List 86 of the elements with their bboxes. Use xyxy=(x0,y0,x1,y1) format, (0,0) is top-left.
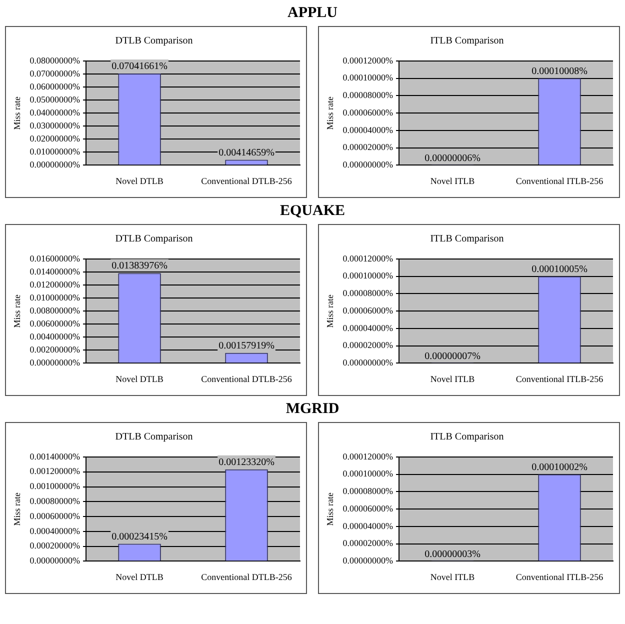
y-tick-label: 0.00006000% xyxy=(342,503,394,514)
y-tick-label: 0.00002000% xyxy=(342,538,394,548)
data-label: 0.00000007% xyxy=(424,350,480,362)
y-axis-title: Miss rate xyxy=(324,492,335,526)
text: EQUAKE xyxy=(278,202,346,221)
y-tick-label: 0.00000000% xyxy=(342,556,394,566)
chart-title: DTLB Comparison xyxy=(115,234,193,245)
x-tick-label: Conventional ITLB-256 xyxy=(516,572,604,582)
y-tick-label: 0.00012000% xyxy=(342,253,394,264)
x-tick-label: Conventional ITLB-256 xyxy=(516,374,604,384)
data-label: 0.00123320% xyxy=(218,457,274,468)
y-tick-label: 0.00012000% xyxy=(342,55,394,66)
x-tick-label: Conventional DTLB-256 xyxy=(201,374,292,384)
y-tick-label: 0.01600000% xyxy=(30,253,81,264)
data-label: 0.00414659% xyxy=(218,147,274,158)
data-label: 0.00000006% xyxy=(424,152,480,164)
y-tick-label: 0.00400000% xyxy=(30,332,81,342)
y-tick-label: 0.00002000% xyxy=(342,340,394,350)
y-tick-label: 0.00000000% xyxy=(342,160,394,170)
y-axis-title: Miss rate xyxy=(324,96,335,130)
y-tick-label: 0.00020000% xyxy=(30,540,81,551)
data-label: 0.00010008% xyxy=(532,66,588,77)
x-tick-label: Novel DTLB xyxy=(116,374,164,384)
y-axis-title: Miss rate xyxy=(12,492,22,526)
chart-title: ITLB Comparison xyxy=(430,234,504,245)
y-tick-label: 0.00008000% xyxy=(342,90,394,100)
y-tick-label: 0.00012000% xyxy=(342,451,394,462)
text: MGRID xyxy=(284,400,340,419)
y-tick-label: 0.00200000% xyxy=(30,344,81,355)
y-tick-label: 0.00000000% xyxy=(30,556,81,566)
x-tick-label: Novel DTLB xyxy=(116,572,164,582)
y-tick-label: 0.00100000% xyxy=(30,481,81,492)
y-tick-label: 0.00120000% xyxy=(30,466,81,476)
y-tick-label: 0.00000000% xyxy=(30,160,81,170)
y-tick-label: 0.00060000% xyxy=(30,510,81,521)
y-tick-label: 0.01000000% xyxy=(30,146,81,157)
y-tick-label: 0.00002000% xyxy=(342,142,394,152)
y-tick-label: 0.00006000% xyxy=(342,305,394,316)
y-tick-label: 0.06000000% xyxy=(30,81,81,92)
x-tick-label: Novel DTLB xyxy=(116,176,164,186)
y-tick-label: 0.00000000% xyxy=(30,358,81,368)
text: APPLU xyxy=(286,4,338,23)
y-tick-label: 0.00010000% xyxy=(342,468,394,479)
y-tick-label: 0.00040000% xyxy=(30,526,81,536)
chart-title: ITLB Comparison xyxy=(430,432,504,443)
y-tick-label: 0.01400000% xyxy=(30,266,81,276)
y-tick-label: 0.00600000% xyxy=(30,318,81,328)
data-label: 0.00023415% xyxy=(112,531,168,542)
x-tick-label: Conventional ITLB-256 xyxy=(516,176,604,186)
y-tick-label: 0.00008000% xyxy=(342,486,394,496)
data-label: 0.00010005% xyxy=(532,264,588,275)
x-tick-label: Conventional DTLB-256 xyxy=(201,176,292,186)
y-tick-label: 0.00004000% xyxy=(342,322,394,333)
data-label: 0.00010002% xyxy=(532,462,588,473)
y-tick-label: 0.00010000% xyxy=(342,270,394,281)
y-tick-label: 0.03000000% xyxy=(30,120,81,130)
x-tick-label: Novel ITLB xyxy=(430,374,475,384)
x-tick-label: Novel ITLB xyxy=(430,176,475,186)
y-tick-label: 0.01000000% xyxy=(30,292,81,302)
y-tick-label: 0.00006000% xyxy=(342,107,394,118)
y-tick-label: 0.00800000% xyxy=(30,305,81,316)
chart-title: DTLB Comparison xyxy=(115,432,193,443)
data-label: 0.00000003% xyxy=(424,548,480,560)
data-label: 0.00157919% xyxy=(218,340,274,352)
y-tick-label: 0.05000000% xyxy=(30,94,81,104)
y-tick-label: 0.00008000% xyxy=(342,288,394,298)
y-tick-label: 0.07000000% xyxy=(30,68,81,78)
y-tick-label: 0.00004000% xyxy=(342,124,394,135)
chart-title: ITLB Comparison xyxy=(430,36,504,47)
y-tick-label: 0.04000000% xyxy=(30,107,81,118)
y-tick-label: 0.00080000% xyxy=(30,496,81,506)
y-tick-label: 0.02000000% xyxy=(30,134,81,144)
y-tick-label: 0.00140000% xyxy=(30,451,81,462)
y-tick-label: 0.00004000% xyxy=(342,520,394,531)
x-tick-label: Novel ITLB xyxy=(430,572,475,582)
y-axis-title: Miss rate xyxy=(12,294,22,328)
y-axis-title: Miss rate xyxy=(12,96,22,130)
y-axis-title: Miss rate xyxy=(324,294,335,328)
y-tick-label: 0.00010000% xyxy=(342,72,394,83)
chart-title: DTLB Comparison xyxy=(115,36,193,47)
data-label: 0.07041661% xyxy=(112,61,168,72)
data-label: 0.01383976% xyxy=(112,260,168,272)
y-tick-label: 0.08000000% xyxy=(30,55,81,66)
y-tick-label: 0.00000000% xyxy=(342,358,394,368)
x-tick-label: Conventional DTLB-256 xyxy=(201,572,292,582)
y-tick-label: 0.01200000% xyxy=(30,279,81,290)
